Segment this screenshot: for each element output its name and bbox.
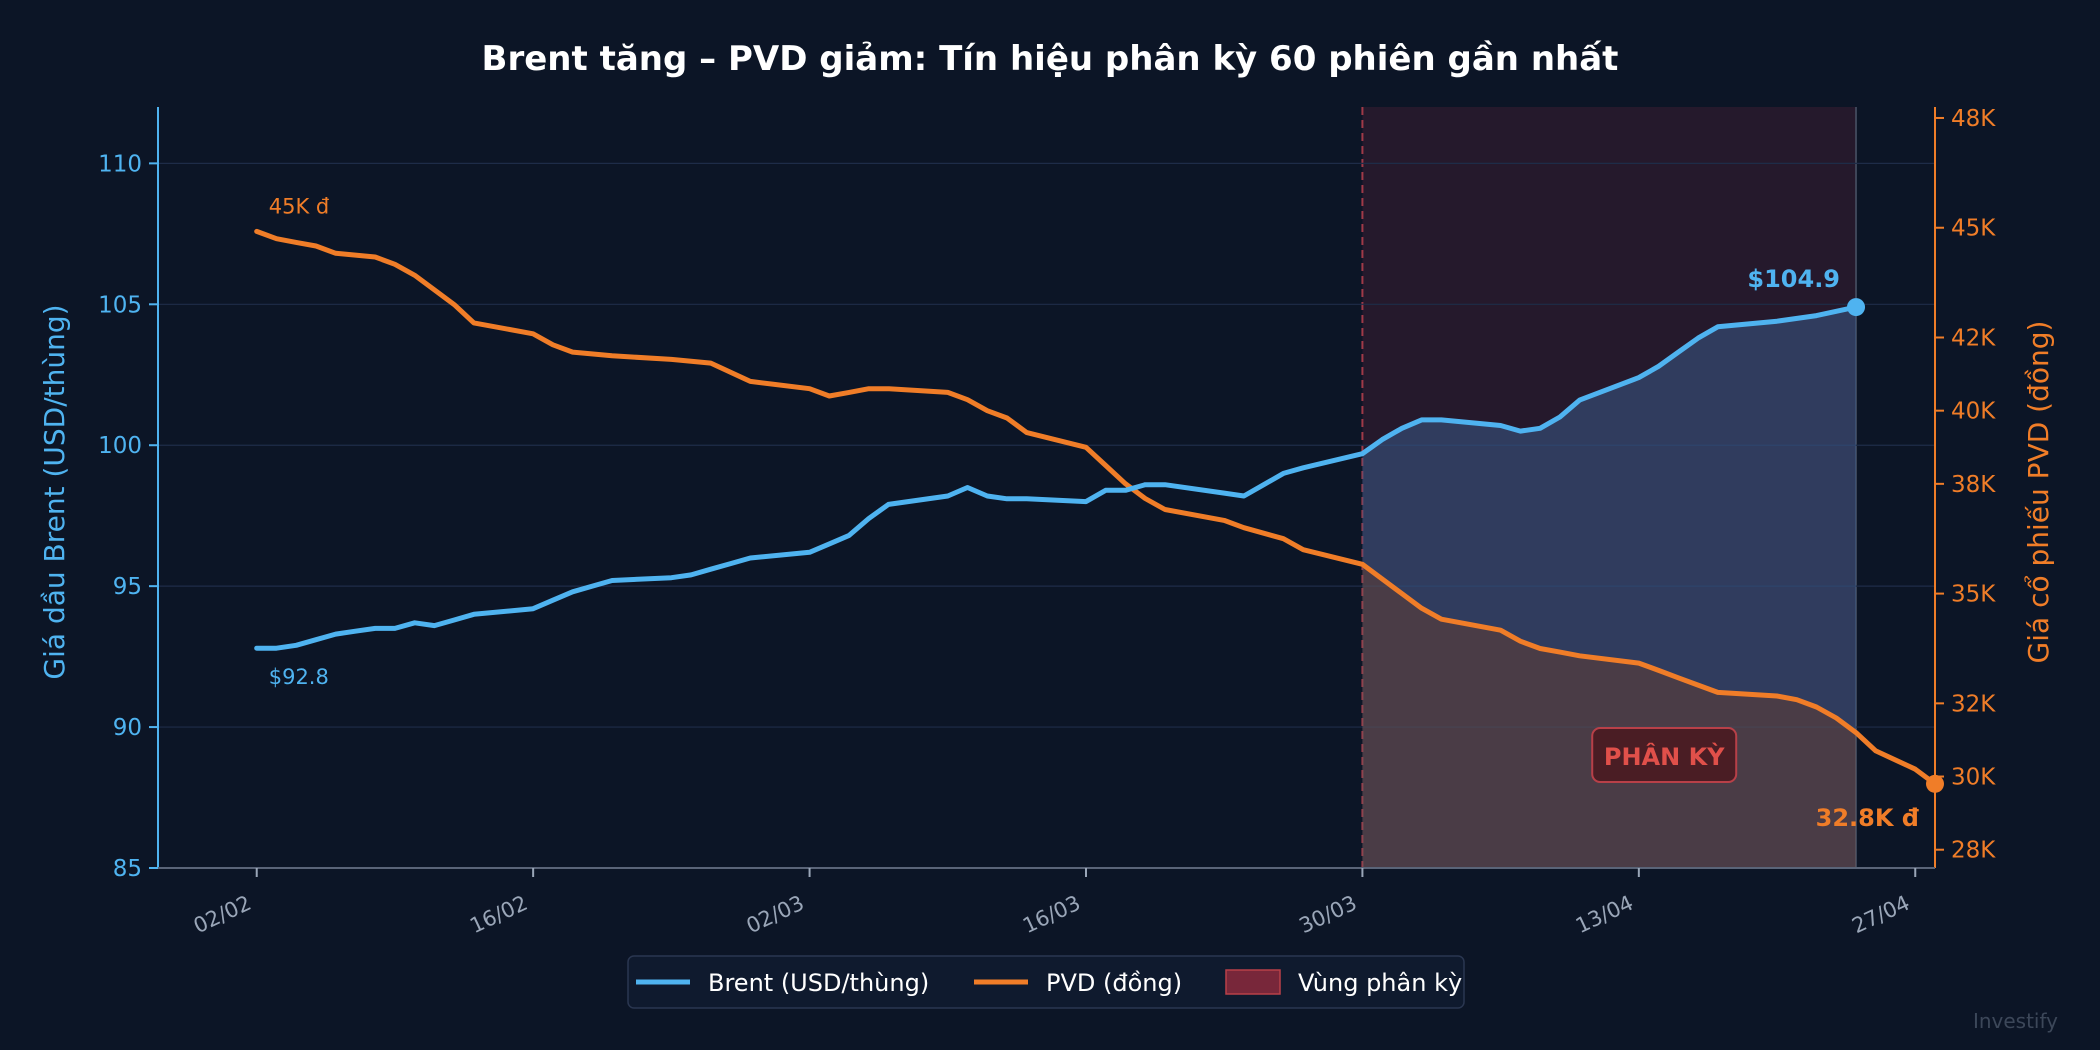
pvd-end-point [1926, 774, 1944, 793]
x-tick-label: 02/02 [190, 891, 255, 938]
x-tick-label: 27/04 [1848, 891, 1913, 938]
pvd-end-label: 32.8K đ [1816, 804, 1919, 832]
x-tick-label: 16/03 [1019, 891, 1084, 938]
chart-title: Brent tăng – PVD giảm: Tín hiệu phân kỳ … [482, 39, 1619, 79]
legend-zone-label: Vùng phân kỳ [1298, 969, 1462, 997]
y-left-tick-label: 100 [98, 433, 142, 459]
y-right-tick-label: 28K [1951, 838, 1996, 864]
x-tick-label: 16/02 [466, 891, 531, 938]
y-axis-left-label: Giá dầu Brent (USD/thùng) [38, 304, 71, 679]
y-left-tick-label: 90 [113, 715, 142, 741]
y-left-tick-label: 105 [98, 292, 142, 318]
y-right-tick-label: 42K [1951, 325, 1996, 351]
pvd-series-line [254, 228, 1938, 787]
pvd-start-label: 45K đ [269, 194, 330, 218]
brent-end-point [1847, 298, 1866, 317]
legend-brent-label: Brent (USD/thùng) [708, 969, 929, 997]
brent-series-line [254, 304, 1859, 651]
y-right-tick-label: 40K [1951, 399, 1996, 425]
zone-label: PHÂN KỲ [1604, 741, 1725, 771]
x-tick-label: 13/04 [1572, 891, 1637, 938]
y-right-tick-label: 30K [1951, 765, 1996, 791]
y-left-tick-label: 110 [98, 151, 142, 177]
x-tick-label: 02/03 [743, 891, 808, 938]
y-axis-right-label: Giá cổ phiếu PVD (đồng) [2022, 321, 2055, 664]
y-right-tick-label: 45K [1951, 216, 1996, 242]
y-right-tick-label: 32K [1951, 691, 1996, 717]
y-left-tick-label: 85 [113, 856, 142, 882]
zone-label-box [1591, 727, 1738, 783]
legend-pvd-label: PVD (đồng) [1046, 969, 1182, 997]
brent-start-label: $92.8 [269, 665, 329, 689]
pvd-zone-fill [1362, 564, 1856, 868]
y-right-tick-label: 38K [1951, 472, 1996, 498]
brent-end-label: $104.9 [1747, 265, 1840, 293]
y-right-tick-label: 48K [1951, 106, 1996, 132]
legend-box [627, 955, 1465, 1009]
watermark: Investify [1973, 1009, 2058, 1033]
y-right-tick-label: 35K [1951, 582, 1996, 608]
legend-zone-swatch [1225, 969, 1281, 995]
y-left-tick-label: 95 [113, 574, 142, 600]
x-tick-label: 30/03 [1296, 891, 1361, 938]
